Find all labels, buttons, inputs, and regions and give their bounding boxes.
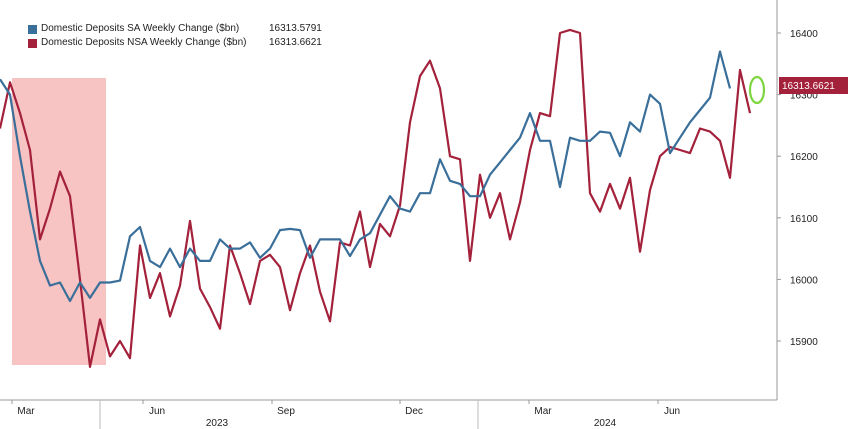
x-tick-label: Mar [17,406,35,417]
plot-lines [0,28,752,368]
legend: Domestic Deposits SA Weekly Change ($bn)… [28,22,322,50]
year-label: 2023 [206,418,229,429]
legend-label-nsa: Domestic Deposits NSA Weekly Change ($bn… [41,37,247,48]
y-tick-label: 16000 [790,275,818,286]
x-tick-label: Mar [534,406,552,417]
legend-swatch-sa [28,24,37,34]
series-line-nsa [0,28,752,368]
x-axis: Mar Jun Sep Dec Mar Jun 2023 2024 [0,399,777,429]
series-line-sa [0,50,732,303]
last-value-badge [779,77,848,94]
y-tick-label: 16300 [790,91,818,102]
y-tick-label: 16100 [790,214,818,225]
shaded-region [12,78,106,365]
x-tick-label: Jun [149,406,165,417]
legend-entry-sa: Domestic Deposits SA Weekly Change ($bn)… [28,22,322,36]
year-label: 2024 [594,418,617,429]
y-tick-label: 16200 [790,152,818,163]
legend-entry-nsa: Domestic Deposits NSA Weekly Change ($bn… [28,36,322,50]
y-tick-label: 15900 [790,337,818,348]
legend-value-sa: 16313.5791 [269,23,322,34]
highlight-circle [748,75,766,105]
legend-label-sa: Domestic Deposits SA Weekly Change ($bn) [41,23,240,34]
x-tick-label: Dec [405,406,423,417]
legend-value-nsa: 16313.6621 [269,37,322,48]
last-value-marker: 16313.6621 [748,75,848,105]
x-tick-label: Jun [664,406,680,417]
y-axis: 15900 16000 16100 16200 16300 16400 [776,0,818,400]
legend-swatch-nsa [28,38,37,48]
x-tick-label: Sep [277,406,295,417]
y-tick-label: 16400 [790,29,818,40]
last-value-text: 16313.6621 [782,81,835,92]
